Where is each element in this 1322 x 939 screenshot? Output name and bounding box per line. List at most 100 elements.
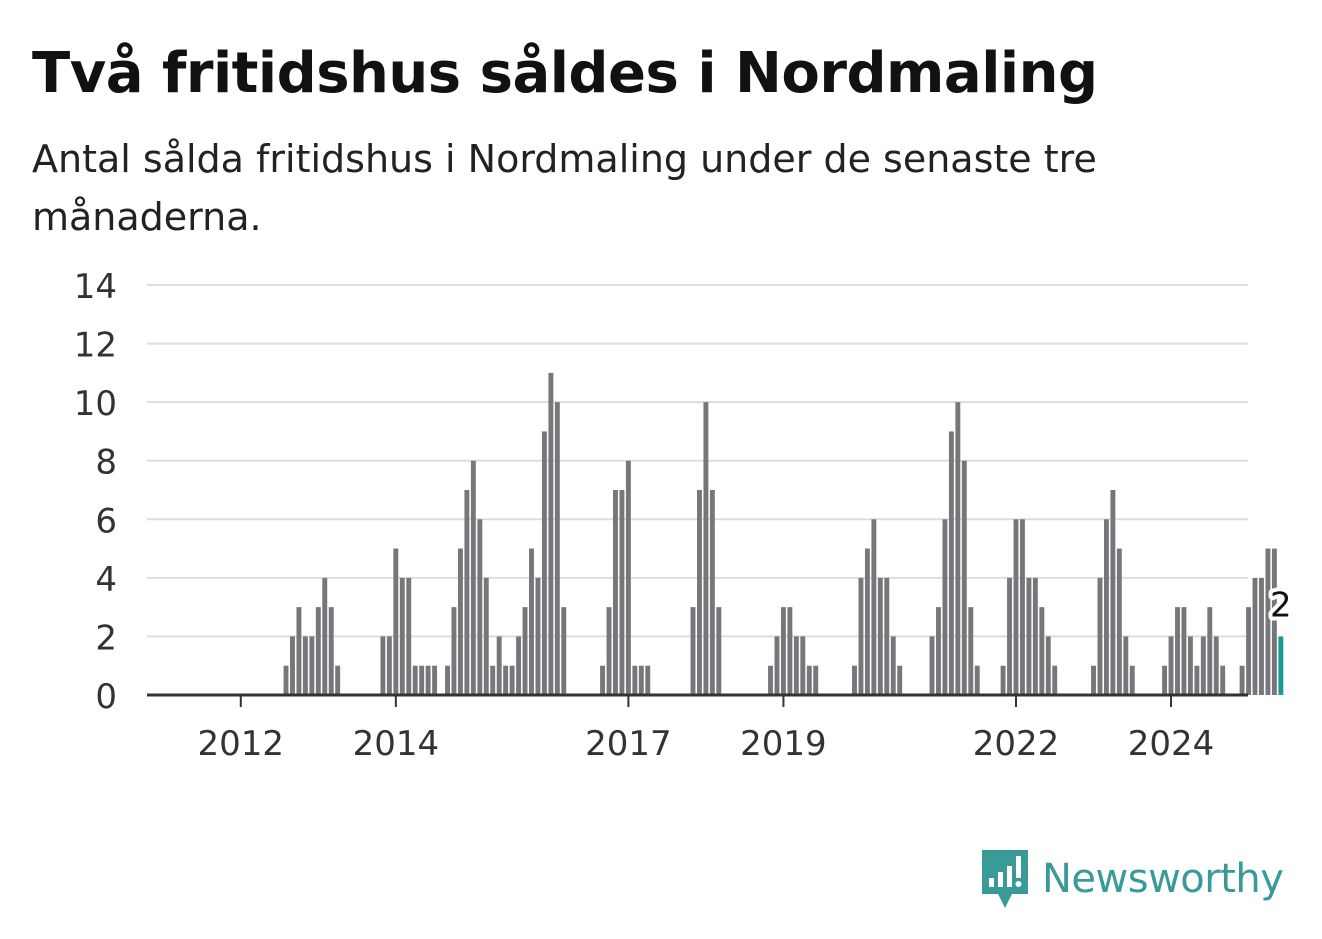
bar — [470, 460, 476, 695]
bar — [936, 607, 941, 695]
bar — [509, 665, 515, 695]
bar — [315, 607, 321, 695]
y-tick-label: 2 — [95, 618, 117, 658]
bar — [296, 607, 302, 695]
bar — [793, 636, 799, 695]
chart-title: Två fritidshus såldes i Nordmaling — [32, 41, 1098, 106]
bar — [1213, 636, 1219, 695]
x-tick-label: 2017 — [585, 724, 672, 764]
bar — [1103, 519, 1109, 695]
bar — [1200, 636, 1206, 695]
bar — [483, 577, 489, 695]
bar — [1194, 665, 1200, 695]
bar — [541, 431, 547, 695]
bar — [432, 665, 438, 695]
bar — [703, 402, 709, 695]
x-tick-label: 2019 — [740, 724, 827, 764]
bar — [1129, 665, 1135, 695]
bar — [335, 665, 341, 695]
bar — [632, 665, 638, 695]
bar — [1052, 665, 1058, 695]
x-tick-label: 2024 — [1128, 724, 1215, 764]
bar — [290, 636, 295, 695]
bar — [529, 548, 534, 695]
y-tick-label: 8 — [95, 443, 117, 483]
bar — [399, 577, 405, 695]
bar — [619, 490, 625, 695]
bar — [606, 607, 612, 695]
chart-subtitle: Antal sålda fritidshus i Nordmaling unde… — [32, 137, 1097, 239]
y-tick-label: 6 — [95, 501, 117, 541]
bar — [1162, 665, 1168, 695]
newsworthy-logo-icon — [982, 850, 1028, 908]
bar — [645, 665, 651, 695]
bar — [522, 607, 528, 695]
bar — [613, 490, 618, 695]
bar — [451, 607, 457, 695]
bar — [328, 607, 334, 695]
bar — [406, 577, 412, 695]
bar — [464, 490, 470, 695]
bar — [877, 577, 883, 695]
bar — [1246, 607, 1251, 695]
bar — [548, 372, 554, 695]
bar — [1045, 636, 1051, 695]
bar — [800, 636, 806, 695]
bar — [283, 665, 289, 695]
bar — [1175, 607, 1180, 695]
bar — [625, 460, 631, 695]
bar — [1000, 665, 1006, 695]
bar — [942, 519, 948, 695]
bar — [890, 636, 896, 695]
bar — [1271, 548, 1277, 695]
y-tick-label: 12 — [74, 326, 117, 366]
bar — [1039, 607, 1045, 695]
bar — [1013, 519, 1019, 695]
bar — [897, 665, 903, 695]
bar — [535, 577, 541, 695]
bar — [412, 665, 418, 695]
newsworthy-logo: Newsworthy — [980, 848, 1284, 910]
bar — [1181, 607, 1187, 695]
bar — [309, 636, 315, 695]
y-tick-label: 10 — [74, 384, 117, 424]
bar — [1259, 577, 1264, 695]
bar — [322, 577, 328, 695]
bar — [496, 636, 502, 695]
bar — [1007, 577, 1012, 695]
bar — [774, 636, 780, 695]
y-tick-label: 0 — [95, 677, 117, 717]
newsworthy-logo-text: Newsworthy — [1042, 856, 1284, 902]
x-tick-label: 2014 — [353, 724, 440, 764]
bar — [457, 548, 463, 695]
bar — [419, 665, 425, 695]
bar — [393, 548, 399, 695]
bar — [852, 665, 857, 695]
bar — [690, 607, 696, 695]
bar — [1239, 665, 1245, 695]
bar-chart: 0 2 4 6 8 10 12 14 2012 2014 2017 2019 2022 2024 2 — [73, 267, 1292, 764]
bar — [929, 636, 935, 695]
bar — [600, 665, 605, 695]
bar — [1116, 548, 1122, 695]
bar — [1123, 636, 1129, 695]
bar — [813, 665, 819, 695]
bar — [386, 636, 392, 695]
bar — [1168, 636, 1174, 695]
highlight-data-label: 2 — [1270, 585, 1292, 625]
bar — [948, 431, 954, 695]
bar — [1091, 665, 1096, 695]
x-tick-label: 2022 — [973, 724, 1060, 764]
bar — [554, 402, 560, 695]
bar — [871, 519, 877, 695]
bar — [961, 460, 967, 695]
bar — [864, 548, 870, 695]
y-tick-label: 4 — [95, 560, 117, 600]
bar — [806, 665, 812, 695]
bar — [490, 665, 496, 695]
bar — [787, 607, 793, 695]
bar — [1252, 577, 1258, 695]
bar — [477, 519, 483, 695]
bar — [302, 636, 308, 695]
bar — [768, 665, 773, 695]
